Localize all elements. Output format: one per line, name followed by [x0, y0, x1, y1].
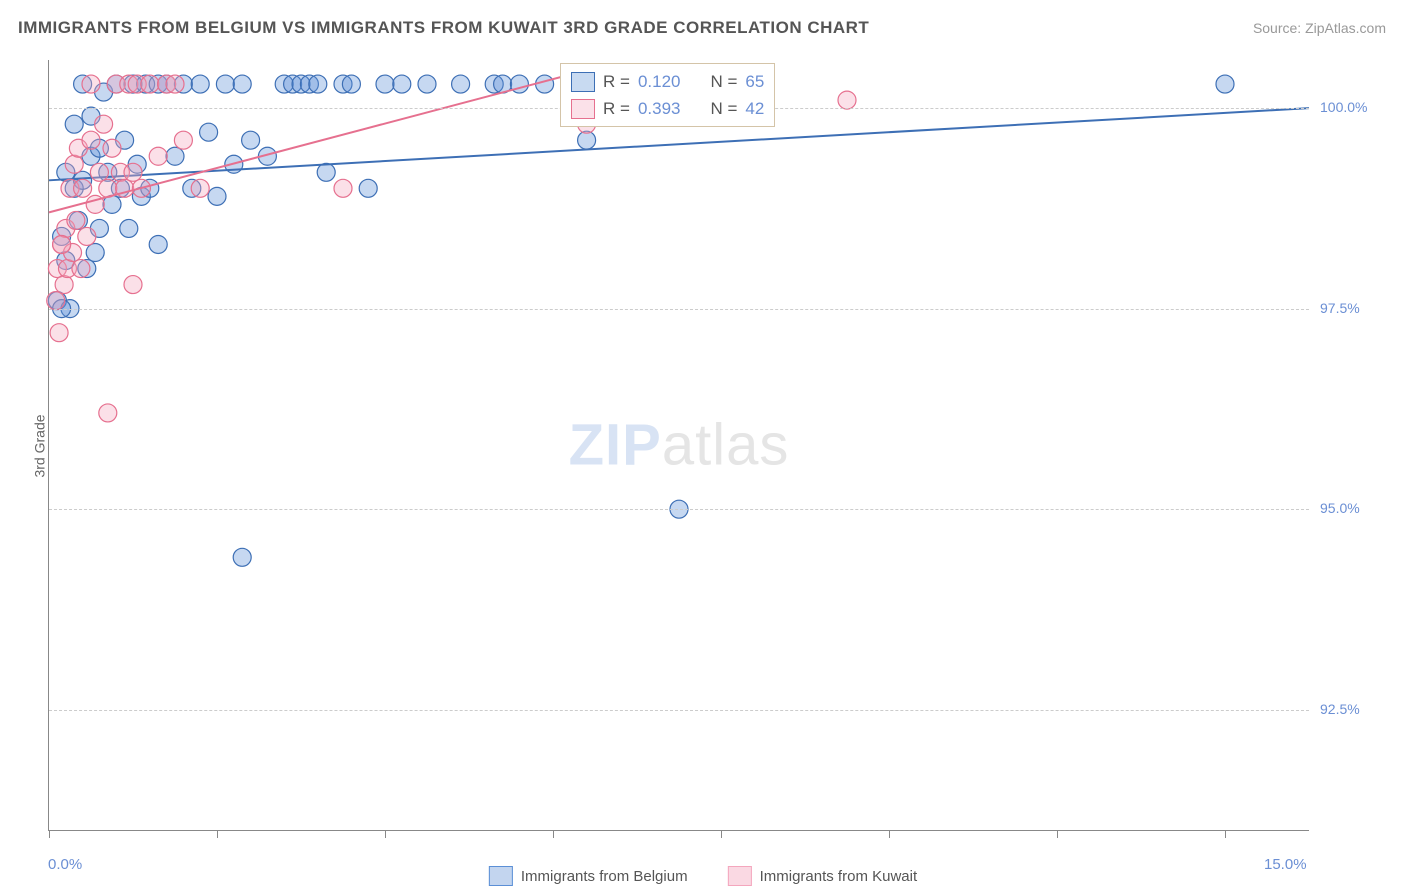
- x-tick: [1057, 830, 1058, 838]
- data-point: [103, 139, 121, 157]
- x-axis-max-label: 15.0%: [1264, 856, 1307, 873]
- x-tick: [553, 830, 554, 838]
- legend-label: Immigrants from Kuwait: [760, 868, 918, 885]
- data-point: [65, 155, 83, 173]
- data-point: [838, 91, 856, 109]
- data-point: [141, 75, 159, 93]
- legend-swatch: [489, 866, 513, 886]
- stat-r-value: 0.393: [638, 95, 681, 122]
- data-point: [124, 276, 142, 294]
- x-tick: [49, 830, 50, 838]
- data-point: [334, 179, 352, 197]
- data-point: [166, 75, 184, 93]
- legend-swatch: [571, 72, 595, 92]
- y-axis-label: 3rd Grade: [32, 414, 48, 477]
- stat-n-value: 65: [745, 68, 764, 95]
- bottom-legend: Immigrants from Belgium Immigrants from K…: [489, 866, 917, 886]
- data-point: [55, 276, 73, 294]
- x-tick: [1225, 830, 1226, 838]
- y-tick-label: 92.5%: [1320, 701, 1360, 717]
- data-point: [342, 75, 360, 93]
- data-point: [418, 75, 436, 93]
- stats-box: R = 0.120 N = 65 R = 0.393 N = 42: [560, 63, 775, 127]
- data-point: [65, 115, 83, 133]
- data-point: [67, 211, 85, 229]
- stat-r-label: R =: [603, 95, 630, 122]
- data-point: [74, 179, 92, 197]
- grid-line: [49, 710, 1309, 711]
- data-point: [120, 219, 138, 237]
- data-point: [166, 147, 184, 165]
- data-point: [536, 75, 554, 93]
- data-point: [317, 163, 335, 181]
- chart-title: IMMIGRANTS FROM BELGIUM VS IMMIGRANTS FR…: [18, 18, 869, 38]
- data-point: [78, 227, 96, 245]
- legend-label: Immigrants from Belgium: [521, 868, 688, 885]
- grid-line: [49, 309, 1309, 310]
- x-tick: [217, 830, 218, 838]
- stat-n-value: 42: [745, 95, 764, 122]
- data-point: [191, 179, 209, 197]
- data-point: [47, 292, 65, 310]
- x-axis-min-label: 0.0%: [48, 856, 82, 873]
- data-point: [90, 163, 108, 181]
- chart-svg: [49, 60, 1309, 830]
- data-point: [124, 163, 142, 181]
- data-point: [72, 260, 90, 278]
- source-label: Source: ZipAtlas.com: [1253, 20, 1386, 36]
- legend-swatch: [728, 866, 752, 886]
- stats-row: R = 0.120 N = 65: [571, 68, 764, 95]
- data-point: [233, 75, 251, 93]
- x-tick: [889, 830, 890, 838]
- data-point: [216, 75, 234, 93]
- data-point: [82, 131, 100, 149]
- y-tick-label: 97.5%: [1320, 300, 1360, 316]
- data-point: [309, 75, 327, 93]
- x-tick: [385, 830, 386, 838]
- data-point: [82, 75, 100, 93]
- x-tick: [721, 830, 722, 838]
- legend-item: Immigrants from Kuwait: [728, 866, 918, 886]
- data-point: [1216, 75, 1234, 93]
- legend-item: Immigrants from Belgium: [489, 866, 688, 886]
- data-point: [242, 131, 260, 149]
- grid-line: [49, 509, 1309, 510]
- data-point: [233, 548, 251, 566]
- data-point: [86, 244, 104, 262]
- stat-n-label: N =: [710, 68, 737, 95]
- data-point: [359, 179, 377, 197]
- data-point: [53, 235, 71, 253]
- data-point: [95, 115, 113, 133]
- stat-r-label: R =: [603, 68, 630, 95]
- data-point: [174, 131, 192, 149]
- data-point: [208, 187, 226, 205]
- y-tick-label: 95.0%: [1320, 500, 1360, 516]
- plot-area: ZIPatlas: [48, 60, 1309, 831]
- stat-r-value: 0.120: [638, 68, 681, 95]
- data-point: [452, 75, 470, 93]
- data-point: [393, 75, 411, 93]
- data-point: [376, 75, 394, 93]
- y-tick-label: 100.0%: [1320, 99, 1367, 115]
- legend-swatch: [571, 99, 595, 119]
- stat-n-label: N =: [710, 95, 737, 122]
- data-point: [99, 404, 117, 422]
- data-point: [200, 123, 218, 141]
- data-point: [149, 147, 167, 165]
- data-point: [50, 324, 68, 342]
- data-point: [191, 75, 209, 93]
- data-point: [578, 131, 596, 149]
- stats-row: R = 0.393 N = 42: [571, 95, 764, 122]
- data-point: [149, 235, 167, 253]
